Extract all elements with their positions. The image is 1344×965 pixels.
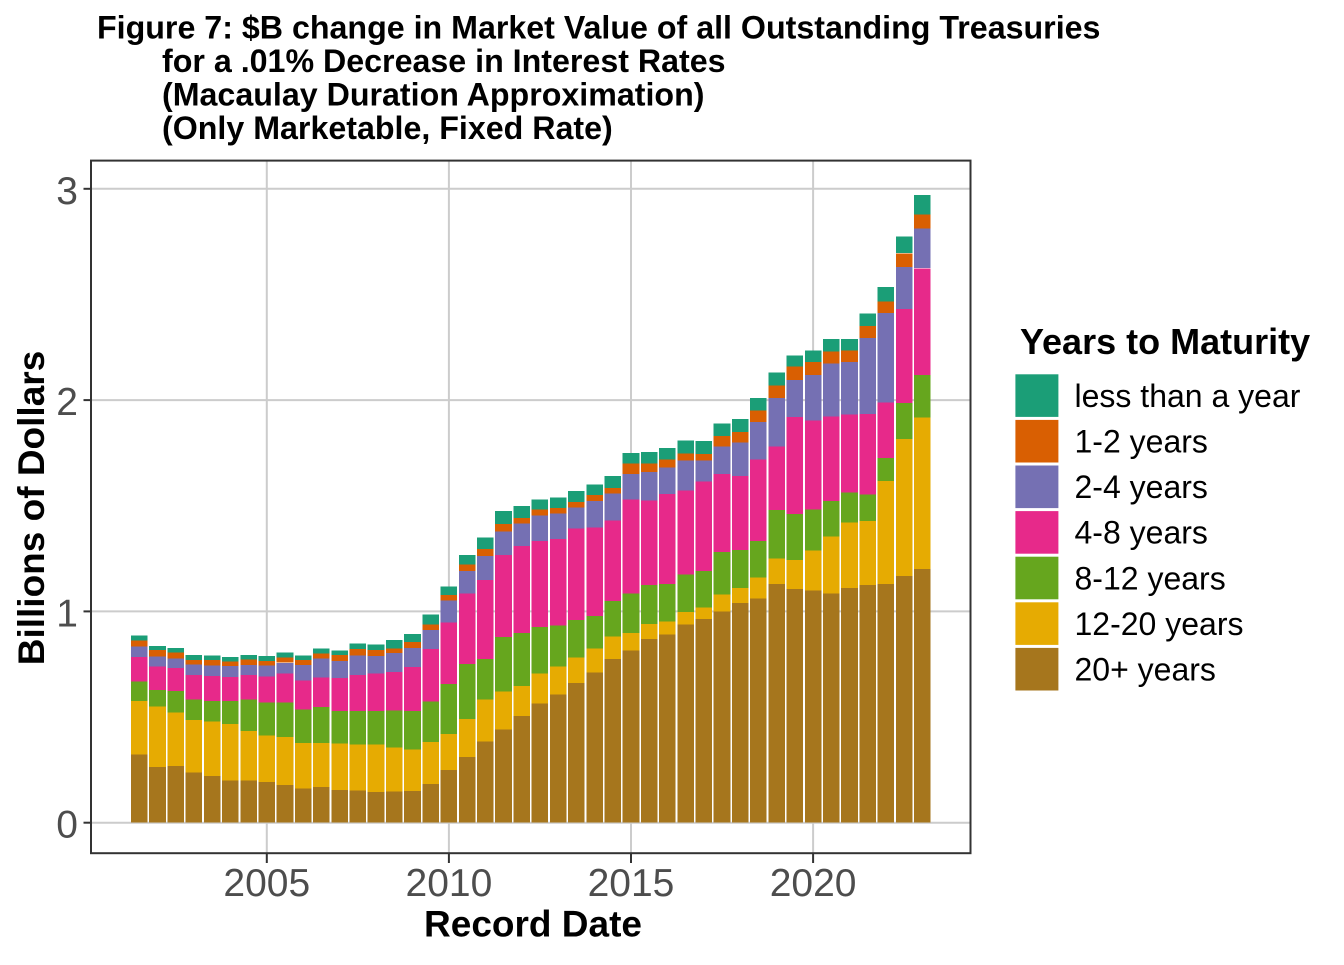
svg-text:2020: 2020 [770,862,857,905]
svg-text:(Macaulay Duration Approximati: (Macaulay Duration Approximation) [162,77,704,113]
svg-text:1-2 years: 1-2 years [1075,424,1208,460]
svg-text:12-20 years: 12-20 years [1075,606,1244,642]
svg-text:8-12 years: 8-12 years [1075,560,1226,596]
svg-text:less than a year: less than a year [1075,378,1301,414]
svg-text:1: 1 [56,592,78,635]
svg-text:for a .01% Decrease in Interes: for a .01% Decrease in Interest Rates [162,43,726,79]
svg-text:0: 0 [56,804,78,847]
svg-text:Years to Maturity: Years to Maturity [1020,321,1310,362]
svg-text:2010: 2010 [406,862,493,905]
svg-text:2-4 years: 2-4 years [1075,469,1208,505]
svg-text:20+ years: 20+ years [1075,652,1216,688]
svg-text:2005: 2005 [223,862,310,905]
svg-text:Record Date: Record Date [424,904,642,945]
svg-text:2015: 2015 [588,862,675,905]
svg-text:4-8 years: 4-8 years [1075,515,1208,551]
svg-text:3: 3 [56,170,78,213]
svg-text:(Only Marketable, Fixed Rate): (Only Marketable, Fixed Rate) [162,110,613,146]
svg-text:Figure 7: $B change in Market: Figure 7: $B change in Market Value of a… [97,10,1100,46]
svg-text:2: 2 [56,381,78,424]
svg-text:Billions of Dollars: Billions of Dollars [11,351,52,666]
